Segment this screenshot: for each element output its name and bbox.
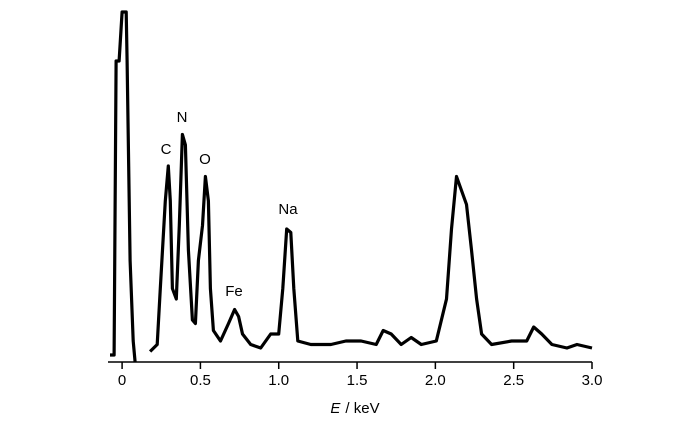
x-axis-label: E / keV xyxy=(330,400,379,417)
x-tick-label: 3.0 xyxy=(582,372,603,389)
peak-annotation: N xyxy=(177,109,188,126)
x-tick-label: 0.5 xyxy=(190,372,211,389)
peak-annotation: O xyxy=(199,151,211,168)
x-tick-label: 2.0 xyxy=(425,372,446,389)
x-tick-label: 2.5 xyxy=(503,372,524,389)
peak-annotation: C xyxy=(161,141,172,158)
peak-annotation: Fe xyxy=(225,283,243,300)
x-label-unit: / keV xyxy=(345,400,379,417)
x-tick-label: 1.5 xyxy=(347,372,368,389)
x-tick-label: 1.0 xyxy=(268,372,289,389)
x-tick-label: 0 xyxy=(118,372,126,389)
x-label-symbol: E xyxy=(330,400,341,417)
peak-annotation: Na xyxy=(278,201,298,218)
spectrum-line xyxy=(110,10,593,363)
